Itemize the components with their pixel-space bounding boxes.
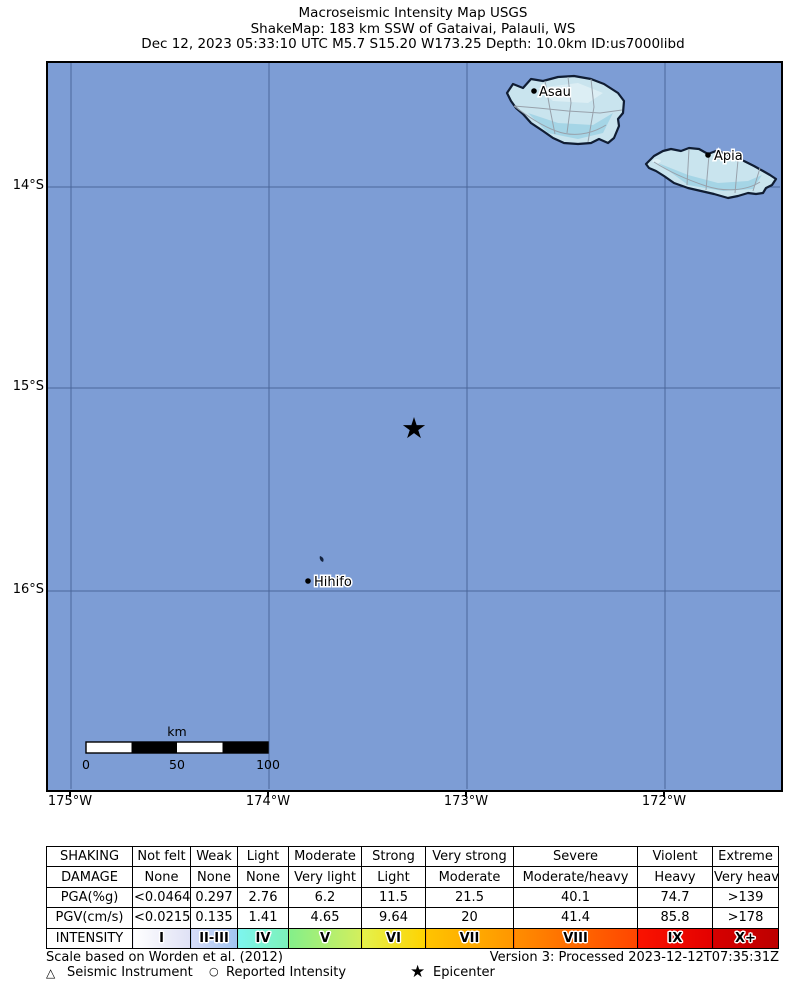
scale-note: Scale based on Worden et al. (2012)	[46, 950, 283, 965]
page-title: Macroseismic Intensity Map USGS	[298, 5, 528, 21]
scale-tick-100: 100	[256, 757, 280, 772]
scale-tick-50: 50	[169, 757, 185, 772]
version-text: Version 3: Processed 2023-12-12T07:35:31…	[489, 950, 779, 965]
damage-cell: None	[132, 866, 191, 888]
city-label-apia: Apia	[714, 149, 743, 164]
row-label: INTENSITY	[46, 927, 133, 949]
shaking-cell: Strong	[361, 845, 426, 868]
scale-bar-unit: km	[167, 724, 186, 739]
intensity-cell: II-III	[190, 927, 238, 949]
pga-cell: <0.0464	[132, 886, 191, 909]
intensity-cell: VIII	[513, 927, 638, 949]
intensity-cell: V	[288, 927, 362, 949]
city-label-asau: Asau	[539, 85, 571, 100]
island-savaii	[505, 74, 626, 146]
map-svg: Asau Apia Hihifo ★ km 0 50 100	[48, 63, 780, 789]
seismic-instrument-icon: △	[46, 966, 56, 980]
city-dot-asau	[531, 88, 537, 94]
lat-label-15s: 15°S	[12, 379, 44, 394]
map-titles: Macroseismic Intensity Map USGS ShakeMap…	[47, 5, 779, 53]
x-tick	[663, 792, 665, 797]
table-row-damage: DAMAGE None None None Very light Light M…	[46, 866, 779, 888]
lat-label-14s: 14°S	[12, 178, 44, 193]
pgv-cell: 41.4	[513, 907, 638, 929]
island-upolu	[644, 146, 778, 200]
shaking-cell: Weak	[190, 845, 238, 868]
reported-intensity-label: Reported Intensity	[226, 965, 347, 980]
intensity-cell: I	[132, 927, 191, 949]
damage-cell: None	[237, 866, 289, 888]
x-tick	[465, 792, 467, 797]
islet-tafahi	[319, 556, 324, 562]
table-row-pgv: PGV(cm/s) <0.0215 0.135 1.41 4.65 9.64 2…	[46, 907, 779, 929]
shaking-cell: Extreme	[712, 845, 779, 868]
intensity-cell: VI	[361, 927, 426, 949]
table-row-intensity: INTENSITY I II-III IV V VI VII VIII IX X…	[46, 927, 779, 949]
lon-label-174w: 174°W	[245, 794, 291, 809]
city-dot-hihifo	[305, 578, 311, 584]
x-tick	[267, 792, 269, 797]
row-label: PGA(%g)	[46, 886, 133, 909]
row-label: DAMAGE	[46, 866, 133, 888]
row-label: PGV(cm/s)	[46, 907, 133, 929]
table-row-shaking: SHAKING Not felt Weak Light Moderate Str…	[46, 845, 779, 868]
damage-cell: Moderate/heavy	[513, 866, 638, 888]
pgv-cell: 4.65	[288, 907, 362, 929]
legend-table: SHAKING Not felt Weak Light Moderate Str…	[46, 845, 779, 949]
pga-cell: 40.1	[513, 886, 638, 909]
pgv-cell: >178	[712, 907, 779, 929]
scale-tick-0: 0	[82, 757, 90, 772]
damage-cell: Heavy	[637, 866, 713, 888]
scale-bar: km 0 50 100	[82, 724, 280, 772]
damage-cell: Moderate	[425, 866, 514, 888]
lon-label-175w: 175°W	[47, 794, 93, 809]
shaking-cell: Violent	[637, 845, 713, 868]
pga-cell: 74.7	[637, 886, 713, 909]
epicenter-icon: ★	[410, 962, 426, 982]
pgv-cell: <0.0215	[132, 907, 191, 929]
intensity-cell: X+	[712, 927, 779, 949]
pga-cell: 11.5	[361, 886, 426, 909]
place-labels: Asau Apia Hihifo	[305, 84, 744, 592]
epicenter-star-icon: ★	[401, 411, 427, 445]
pga-cell: 0.297	[190, 886, 238, 909]
pgv-cell: 20	[425, 907, 514, 929]
city-label-hihifo: Hihifo	[314, 575, 352, 590]
pga-cell: 21.5	[425, 886, 514, 909]
pga-cell: 2.76	[237, 886, 289, 909]
damage-cell: Very light	[288, 866, 362, 888]
seismic-instrument-label: Seismic Instrument	[67, 965, 193, 980]
lon-label-173w: 173°W	[443, 794, 489, 809]
intensity-cell: IX	[637, 927, 713, 949]
pgv-cell: 85.8	[637, 907, 713, 929]
lon-label-172w: 172°W	[641, 794, 687, 809]
lat-label-16s: 16°S	[12, 582, 44, 597]
city-dot-apia	[705, 152, 711, 158]
pga-cell: 6.2	[288, 886, 362, 909]
shaking-cell: Moderate	[288, 845, 362, 868]
pgv-cell: 1.41	[237, 907, 289, 929]
pgv-cell: 0.135	[190, 907, 238, 929]
damage-cell: None	[190, 866, 238, 888]
intensity-cell: IV	[237, 927, 289, 949]
shaking-cell: Light	[237, 845, 289, 868]
row-label: SHAKING	[46, 845, 133, 868]
map-canvas: Asau Apia Hihifo ★ km 0 50 100	[46, 61, 783, 792]
reported-intensity-icon: ○	[209, 965, 219, 978]
shaking-cell: Not felt	[132, 845, 191, 868]
damage-cell: Light	[361, 866, 426, 888]
page-subtitle: ShakeMap: 183 km SSW of Gataivai, Palaul…	[250, 20, 576, 37]
shaking-cell: Very strong	[425, 845, 514, 868]
event-info-line: Dec 12, 2023 05:33:10 UTC M5.7 S15.20 W1…	[141, 36, 685, 52]
pgv-cell: 9.64	[361, 907, 426, 929]
pga-cell: >139	[712, 886, 779, 909]
table-row-pga: PGA(%g) <0.0464 0.297 2.76 6.2 11.5 21.5…	[46, 886, 779, 909]
damage-cell: Very heavy	[712, 866, 779, 888]
shaking-cell: Severe	[513, 845, 638, 868]
x-tick	[69, 792, 71, 797]
intensity-cell: VII	[425, 927, 514, 949]
graticule	[48, 63, 780, 789]
epicenter-label: Epicenter	[433, 965, 495, 980]
